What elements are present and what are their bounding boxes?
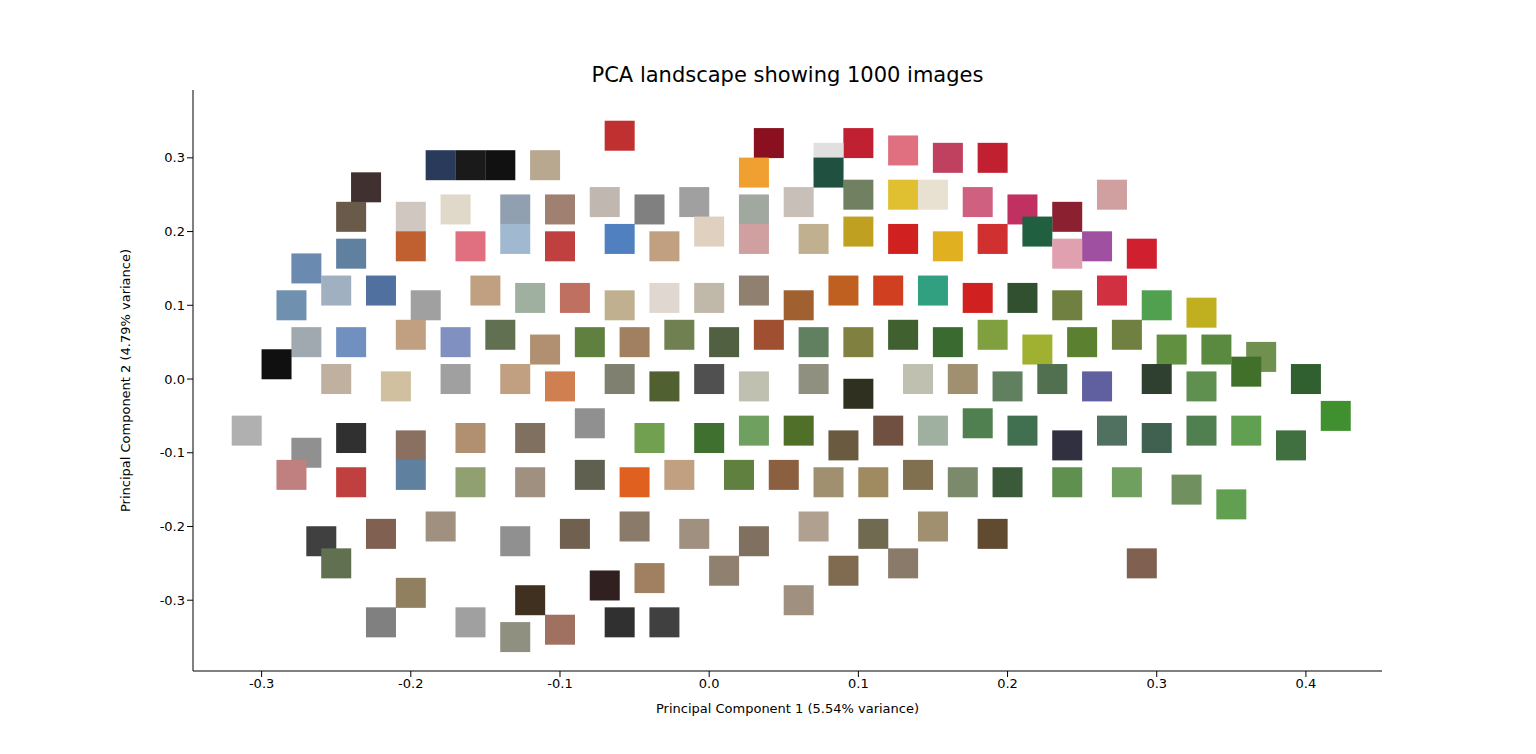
svg-text:0.3: 0.3 xyxy=(1146,676,1167,691)
svg-text:0.0: 0.0 xyxy=(699,676,720,691)
svg-text:0.0: 0.0 xyxy=(164,372,185,387)
svg-text:0.2: 0.2 xyxy=(164,224,185,239)
svg-text:0.1: 0.1 xyxy=(848,676,869,691)
svg-text:-0.1: -0.1 xyxy=(547,676,572,691)
svg-text:0.3: 0.3 xyxy=(164,150,185,165)
svg-text:-0.2: -0.2 xyxy=(398,676,423,691)
svg-text:Principal Component 2 (4.79% v: Principal Component 2 (4.79% variance) xyxy=(118,249,133,512)
svg-text:-0.3: -0.3 xyxy=(249,676,274,691)
svg-text:0.4: 0.4 xyxy=(1296,676,1317,691)
svg-text:-0.1: -0.1 xyxy=(160,445,185,460)
svg-text:Principal Component 1 (5.54% v: Principal Component 1 (5.54% variance) xyxy=(656,701,919,716)
svg-text:0.1: 0.1 xyxy=(164,298,185,313)
svg-text:0.2: 0.2 xyxy=(997,676,1018,691)
html-text:PCA landscape showing 1000 ima: PCA landscape showing 1000 images xyxy=(591,63,984,87)
svg-text:-0.3: -0.3 xyxy=(160,593,185,608)
svg-text:-0.2: -0.2 xyxy=(160,519,185,534)
